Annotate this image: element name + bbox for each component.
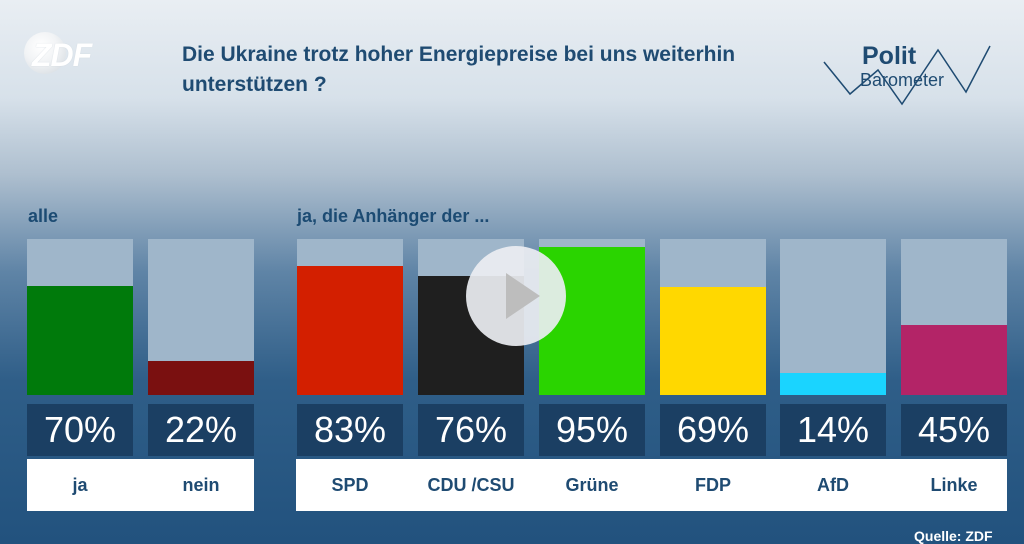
bar-value-label: 76% — [418, 404, 524, 456]
category-label: nein — [182, 475, 220, 495]
play-icon — [506, 273, 540, 319]
bar-value-label: 69% — [660, 404, 766, 456]
bar-track — [660, 239, 766, 395]
source-note: Quelle: ZDF — [914, 528, 993, 544]
category-label: FDP — [695, 475, 731, 495]
chart-title: Die Ukraine trotz hoher Energiepreise be… — [182, 43, 736, 96]
bar-value-label: 95% — [539, 404, 645, 456]
bar — [148, 360, 254, 395]
bar-value-label: 70% — [27, 404, 133, 456]
bar — [660, 287, 766, 395]
politbarometer-logo: Polit Barometer — [820, 32, 995, 112]
group-label-all: alle — [28, 206, 59, 226]
category-strip-all — [27, 459, 254, 511]
category-label: AfD — [817, 475, 849, 495]
bar-track — [27, 239, 133, 395]
bar-track — [780, 239, 886, 395]
bar — [297, 265, 403, 395]
category-strip-supporters — [296, 459, 1007, 511]
bar — [780, 373, 886, 395]
category-label: ja — [72, 475, 88, 495]
zdf-logo: ZDF — [24, 32, 106, 76]
bar-value-label: 22% — [148, 404, 254, 456]
bar — [27, 285, 133, 395]
bar-track — [901, 239, 1007, 395]
bar-track — [297, 239, 403, 395]
bar-value-label: 83% — [297, 404, 403, 456]
group-label-supporters: ja, die Anhänger der ... — [297, 206, 490, 226]
category-label: SPD — [331, 475, 369, 495]
bar-value-label: 45% — [901, 404, 1007, 456]
category-label: CDU / CSU — [427, 475, 515, 495]
play-button[interactable] — [466, 246, 566, 346]
politbarometer-zigzag-icon — [823, 45, 991, 106]
politbarometer-line2: Barometer — [860, 70, 945, 90]
category-label: Linke — [930, 475, 978, 495]
politbarometer-line1: Polit — [862, 42, 917, 70]
bar-value-label: 14% — [780, 404, 886, 456]
bar-track — [148, 239, 254, 395]
bar — [901, 324, 1007, 395]
category-label: Grüne — [565, 475, 619, 495]
zdf-logo-circle — [24, 32, 66, 74]
zdf-logo-text: ZDF — [32, 37, 92, 73]
